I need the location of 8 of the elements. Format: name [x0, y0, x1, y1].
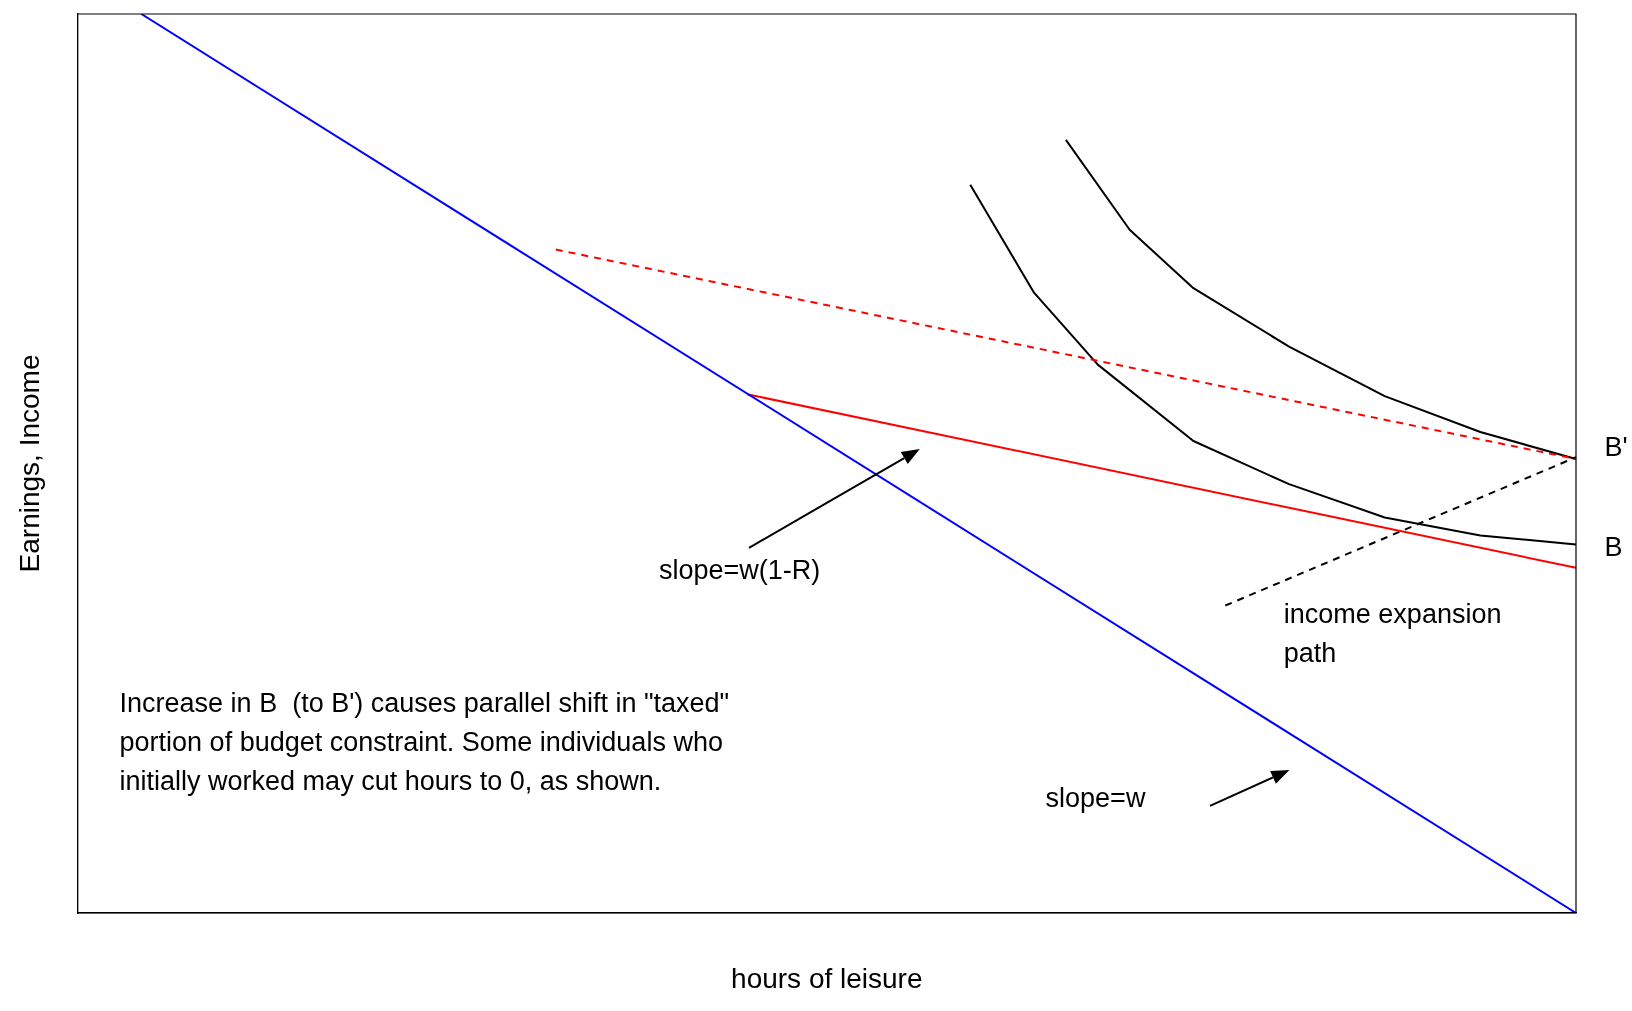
text: B: [1604, 532, 1623, 563]
text: B': [1604, 431, 1628, 462]
y-axis-title: Earnings, Income: [13, 354, 45, 573]
annotation: Increase in B (to B') causes parallel shift in "taxed" portion of budget constraint. Some individuals who initially worked may cut hours to 0, as shown.: [119, 687, 730, 796]
annotation: slope=w: [1045, 783, 1146, 814]
annotation: income expansion path: [1283, 598, 1502, 668]
x-axis-title: hours of leisure: [731, 962, 923, 994]
annotation: slope=w(1-R): [658, 554, 821, 585]
